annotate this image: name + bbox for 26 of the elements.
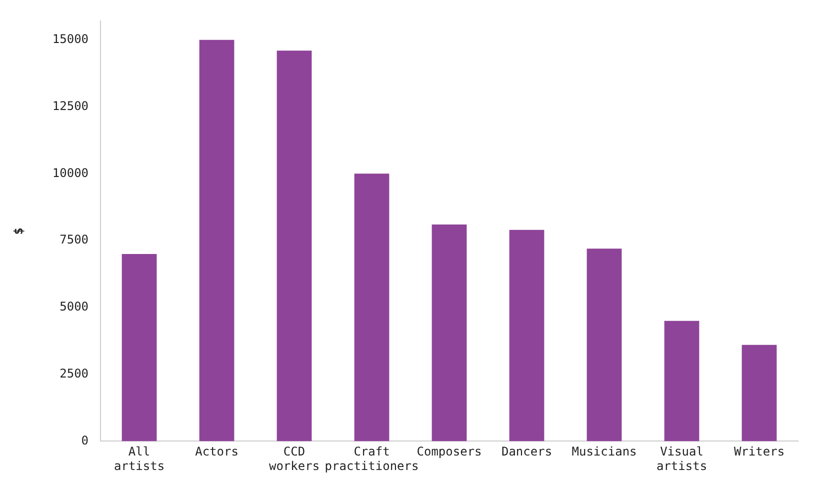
bar [199, 40, 234, 442]
x-tick-label: Actors [195, 444, 238, 459]
bar [509, 230, 544, 442]
bar [742, 344, 777, 442]
y-tick-label: 7500 [60, 232, 89, 247]
y-tick-label: 10000 [52, 166, 89, 180]
bar [276, 50, 312, 442]
x-tick-label: Musicians [572, 444, 637, 459]
bar [354, 174, 390, 442]
y-tick-label: 12500 [52, 98, 89, 113]
y-tick-label: 5000 [60, 300, 89, 314]
y-tick-label: 0 [81, 433, 89, 448]
bar [432, 224, 467, 442]
x-tick-label: CCD workers [268, 444, 320, 473]
bar [122, 254, 157, 442]
x-tick-label: All artists [114, 444, 165, 473]
x-tick-label: Craft practitioners [324, 444, 419, 473]
x-tick-label: Writers [734, 444, 785, 459]
x-tick-label: Composers [416, 444, 482, 459]
y-axis-title: $ [11, 228, 26, 235]
x-tick-label: Visual artists [656, 444, 708, 473]
y-tick-label: 2500 [60, 366, 89, 380]
bar [586, 248, 622, 442]
y-tick-label: 15000 [52, 32, 89, 46]
x-tick-label: Dancers [501, 444, 552, 459]
bar [664, 320, 700, 442]
